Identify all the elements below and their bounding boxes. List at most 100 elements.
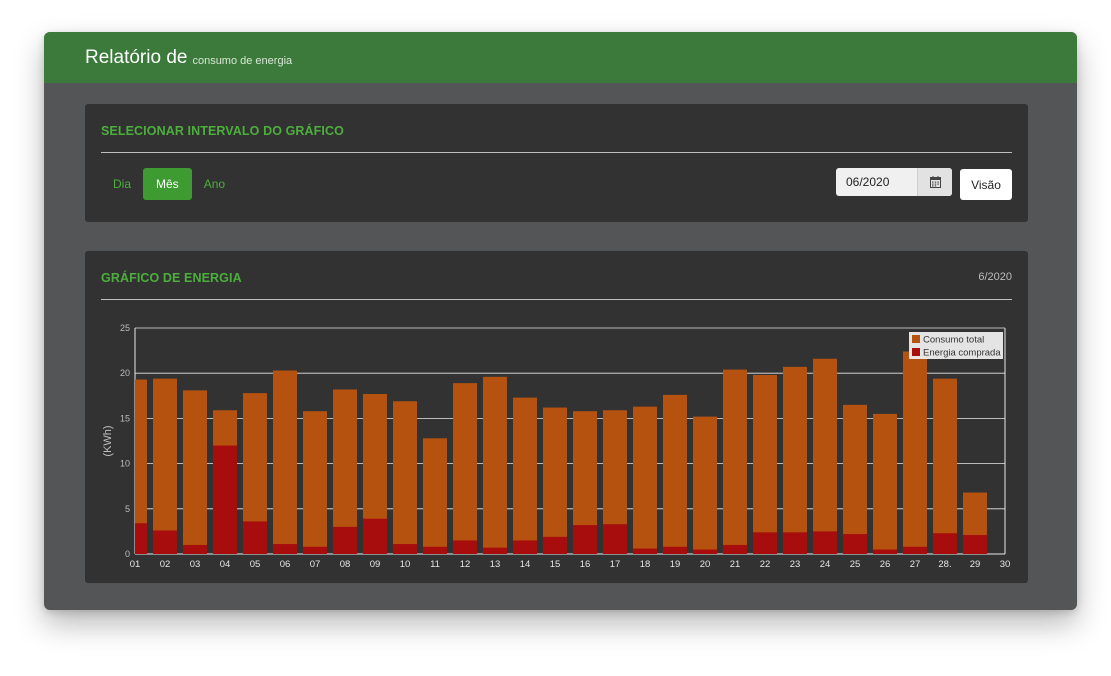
tab-day[interactable]: Dia <box>113 177 132 191</box>
legend-box <box>909 332 1003 359</box>
x-tick-label: 16 <box>580 559 591 570</box>
x-tick-label: 23 <box>790 559 801 570</box>
x-tick-label: 12 <box>460 559 471 570</box>
x-tick-label: 14 <box>520 559 531 570</box>
bar-total-11 <box>423 438 447 554</box>
legend-label: Energia comprada <box>923 348 1001 359</box>
x-tick-label: 18 <box>640 559 651 570</box>
bar-total-01 <box>135 379 147 554</box>
bar-total-28. <box>933 378 957 554</box>
bar-total-22 <box>753 375 777 554</box>
legend-swatch <box>912 348 920 356</box>
bar-purchased-14 <box>513 540 537 554</box>
tab-month[interactable]: Mês <box>143 168 192 200</box>
x-tick-label: 29 <box>970 559 981 570</box>
bar-total-06 <box>273 370 297 554</box>
y-tick-label: 15 <box>120 413 130 423</box>
bar-total-19 <box>663 394 687 554</box>
bar-purchased-26 <box>873 549 897 554</box>
bar-purchased-23 <box>783 532 807 554</box>
bar-purchased-22 <box>753 532 777 554</box>
bar-total-21 <box>723 369 747 554</box>
view-button[interactable]: Visão <box>960 169 1012 200</box>
bar-purchased-13 <box>483 547 507 554</box>
x-tick-label: 27 <box>910 559 921 570</box>
bar-purchased-08 <box>333 526 357 554</box>
range-panel-title: SELECIONAR INTERVALO DO GRÁFICO <box>101 124 344 138</box>
bar-purchased-10 <box>393 544 417 554</box>
legend-label: Consumo total <box>923 335 984 346</box>
x-tick-label: 26 <box>880 559 891 570</box>
chart-period-label: 6/2020 <box>978 271 1012 283</box>
x-tick-label: 09 <box>370 559 381 570</box>
x-tick-label: 05 <box>250 559 261 570</box>
bar-total-10 <box>393 401 417 554</box>
range-tabs: Dia Mês Ano <box>101 168 237 200</box>
bar-purchased-25 <box>843 534 867 554</box>
x-tick-label: 17 <box>610 559 621 570</box>
bar-purchased-19 <box>663 546 687 554</box>
x-tick-label: 28. <box>938 559 951 570</box>
bar-purchased-04 <box>213 445 237 554</box>
energy-chart-panel: GRÁFICO DE ENERGIA 6/2020 0 5 10 15 20 25 (KWh… <box>85 251 1028 583</box>
x-tick-label: 02 <box>160 559 171 570</box>
bar-purchased-01 <box>135 523 147 554</box>
x-tick-label: 03 <box>190 559 201 570</box>
x-tick-label: 30 <box>1000 559 1011 570</box>
bar-purchased-16 <box>573 525 597 554</box>
y-tick-label: 0 <box>125 549 130 559</box>
bar-purchased-24 <box>813 531 837 554</box>
range-selector-panel: SELECIONAR INTERVALO DO GRÁFICO Dia Mês … <box>85 104 1028 222</box>
x-tick-label: 07 <box>310 559 321 570</box>
y-tick-label: 25 <box>120 323 130 333</box>
x-tick-label: 04 <box>220 559 231 570</box>
x-tick-label: 25 <box>850 559 861 570</box>
bar-total-26 <box>873 413 897 554</box>
calendar-icon <box>929 176 941 188</box>
bar-total-24 <box>813 358 837 554</box>
calendar-button[interactable] <box>917 168 952 196</box>
page-subtitle: consumo de energia <box>192 54 293 67</box>
legend-swatch <box>912 335 920 343</box>
bar-purchased-11 <box>423 546 447 554</box>
bar-total-27 <box>903 351 927 554</box>
bar-total-02 <box>153 378 177 554</box>
x-tick-label: 06 <box>280 559 291 570</box>
x-tick-label: 19 <box>670 559 681 570</box>
bar-total-08 <box>333 389 357 554</box>
bar-total-18 <box>633 406 657 554</box>
page-title: Relatório de <box>85 46 188 68</box>
x-tick-label: 21 <box>730 559 741 570</box>
bar-purchased-07 <box>303 546 327 554</box>
bar-purchased-28. <box>933 533 957 554</box>
bar-purchased-20 <box>693 549 717 554</box>
divider <box>101 299 1012 300</box>
bar-purchased-17 <box>603 524 627 554</box>
header-bar: Relatório de consumo de energia <box>44 32 1077 83</box>
bar-total-23 <box>783 366 807 554</box>
bar-purchased-02 <box>153 530 177 554</box>
bar-purchased-18 <box>633 548 657 554</box>
x-tick-label: 15 <box>550 559 561 570</box>
bar-total-20 <box>693 416 717 554</box>
bar-purchased-27 <box>903 546 927 554</box>
y-tick-label: 10 <box>120 459 130 469</box>
bar-purchased-03 <box>183 544 207 554</box>
chart-panel-title: GRÁFICO DE ENERGIA <box>101 271 242 285</box>
bar-total-13 <box>483 376 507 554</box>
bar-total-14 <box>513 397 537 554</box>
x-tick-label: 24 <box>820 559 831 570</box>
bar-total-07 <box>303 411 327 554</box>
y-axis-label: (KWh) <box>102 425 114 456</box>
month-input[interactable] <box>836 168 917 196</box>
tab-year[interactable]: Ano <box>203 177 226 191</box>
x-tick-label: 22 <box>760 559 771 570</box>
x-tick-label: 10 <box>400 559 411 570</box>
bar-total-03 <box>183 390 207 554</box>
x-tick-label: 11 <box>430 559 440 570</box>
report-window: Relatório de consumo de energia SELECION… <box>44 32 1077 610</box>
bar-purchased-12 <box>453 540 477 554</box>
x-tick-label: 20 <box>700 559 711 570</box>
bar-purchased-29 <box>963 535 987 554</box>
